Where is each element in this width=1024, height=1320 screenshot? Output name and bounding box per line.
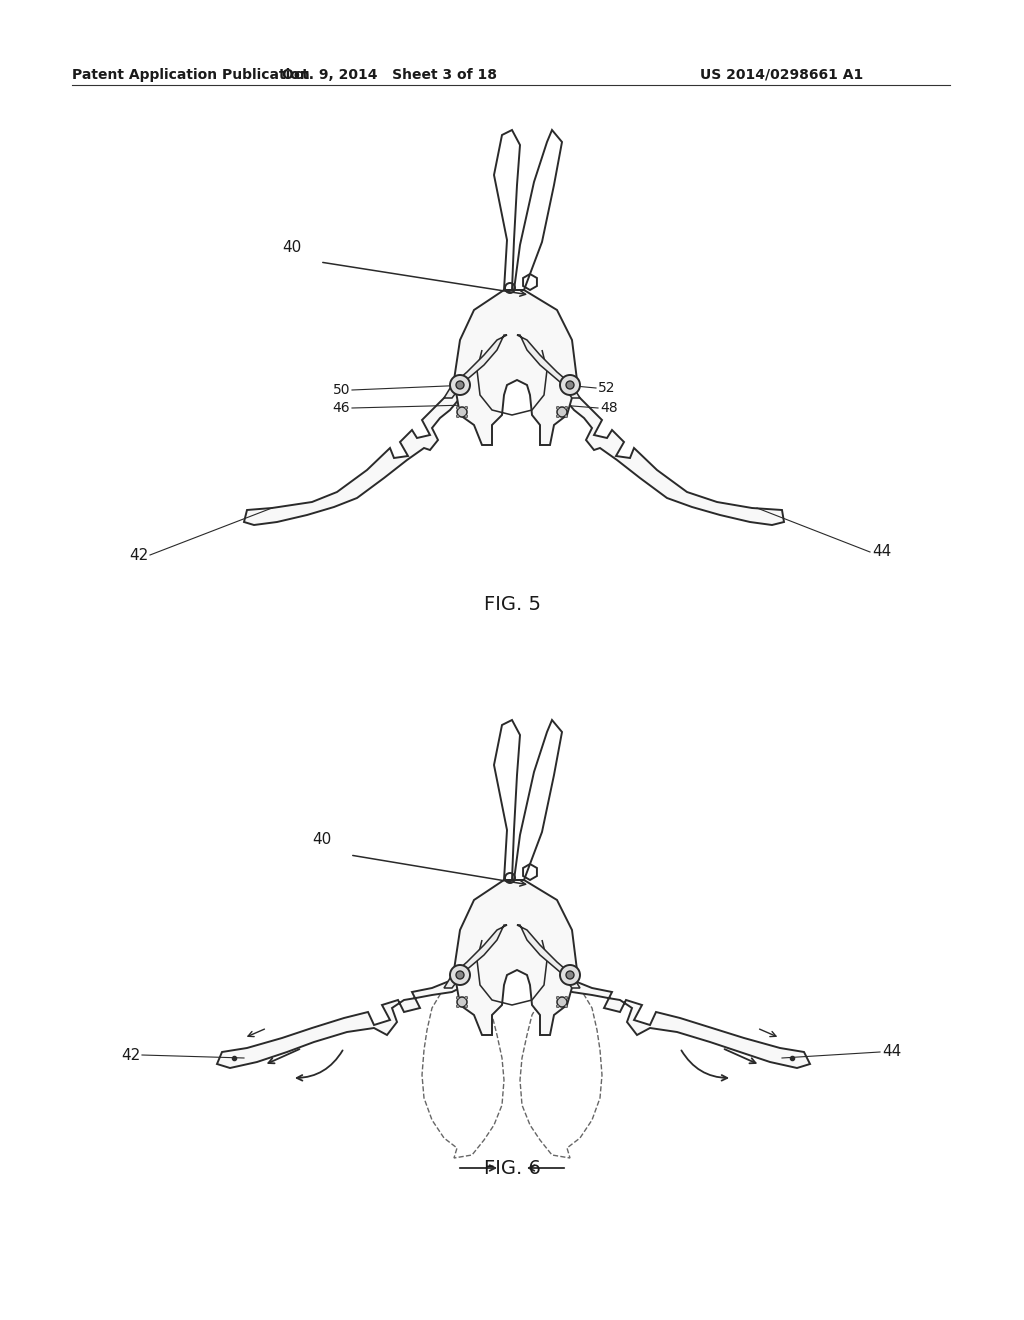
Circle shape [457, 997, 467, 1007]
Polygon shape [244, 389, 460, 525]
Polygon shape [454, 880, 577, 1035]
Circle shape [560, 965, 580, 985]
Circle shape [465, 997, 468, 999]
Circle shape [450, 965, 470, 985]
Text: 48: 48 [600, 401, 617, 414]
Circle shape [450, 375, 470, 395]
Text: 42: 42 [121, 1048, 140, 1063]
Polygon shape [444, 335, 507, 399]
Circle shape [566, 972, 574, 979]
Polygon shape [454, 290, 577, 445]
Circle shape [456, 972, 464, 979]
Circle shape [556, 414, 559, 417]
Text: Oct. 9, 2014   Sheet 3 of 18: Oct. 9, 2014 Sheet 3 of 18 [283, 69, 498, 82]
Text: 46: 46 [333, 401, 350, 414]
Text: 44: 44 [882, 1044, 901, 1060]
Circle shape [457, 407, 459, 409]
Circle shape [565, 997, 567, 999]
Polygon shape [217, 979, 460, 1068]
Circle shape [457, 407, 467, 417]
Polygon shape [444, 925, 507, 987]
Polygon shape [564, 979, 810, 1068]
Circle shape [457, 414, 459, 417]
Circle shape [457, 1005, 459, 1007]
Circle shape [560, 375, 580, 395]
Text: 42: 42 [129, 548, 148, 562]
Polygon shape [517, 925, 580, 987]
Circle shape [566, 381, 574, 389]
Text: US 2014/0298661 A1: US 2014/0298661 A1 [700, 69, 863, 82]
Polygon shape [517, 335, 580, 399]
Circle shape [565, 407, 567, 409]
Circle shape [557, 997, 567, 1007]
Circle shape [556, 1005, 559, 1007]
Text: Patent Application Publication: Patent Application Publication [72, 69, 309, 82]
Polygon shape [564, 389, 784, 525]
Text: 40: 40 [312, 833, 331, 847]
Circle shape [465, 407, 468, 409]
Text: FIG. 5: FIG. 5 [483, 595, 541, 615]
Circle shape [457, 997, 459, 999]
Circle shape [556, 407, 559, 409]
Text: 40: 40 [282, 240, 301, 256]
Text: 44: 44 [872, 544, 891, 560]
Text: 50: 50 [333, 383, 350, 397]
Circle shape [565, 1005, 567, 1007]
Circle shape [556, 997, 559, 999]
Text: FIG. 6: FIG. 6 [483, 1159, 541, 1177]
Circle shape [465, 414, 468, 417]
Circle shape [456, 381, 464, 389]
Circle shape [565, 414, 567, 417]
Text: 52: 52 [598, 381, 615, 395]
Circle shape [557, 407, 567, 417]
Circle shape [465, 1005, 468, 1007]
